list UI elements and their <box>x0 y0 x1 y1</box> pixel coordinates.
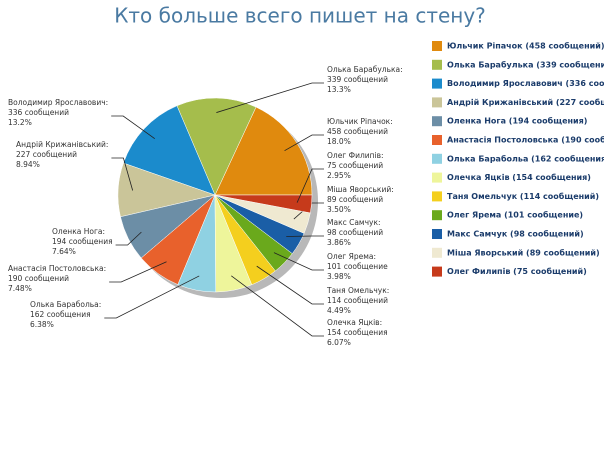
leader-line <box>104 275 200 319</box>
value-label: 458 сообщений <box>327 127 388 136</box>
percent-label: 3.98% <box>327 272 351 281</box>
percent-label: 3.50% <box>327 205 351 214</box>
leader-line <box>296 168 324 203</box>
pie-slice <box>214 194 313 214</box>
leader-line <box>273 252 324 271</box>
label-name: Олька Барабольа: <box>30 300 101 309</box>
legend-swatch <box>432 172 442 183</box>
percent-label: 7.64% <box>52 247 76 256</box>
pie-slice <box>214 106 313 196</box>
leader-line <box>284 134 324 152</box>
value-label: 336 сообщений <box>8 108 69 117</box>
label-name: Макс Самчук: <box>327 218 381 227</box>
label-name: Олька Барабулька: <box>327 65 403 74</box>
legend-swatch <box>432 247 442 258</box>
legend-label: Олечка Яцків (154 сообщения) <box>447 172 591 182</box>
percent-label: 3.86% <box>327 238 351 247</box>
value-label: 162 сообщения <box>30 310 91 319</box>
legend-swatch <box>432 210 442 221</box>
label-name: Олег Филипів: <box>327 151 384 160</box>
legend-swatch <box>432 229 442 239</box>
value-label: 227 сообщений <box>16 150 77 159</box>
percent-label: 6.38% <box>30 320 54 329</box>
leader-line <box>109 261 167 283</box>
label-name: Таня Омельчук: <box>326 286 389 295</box>
value-label: 339 сообщений <box>327 75 388 84</box>
legend-swatch <box>432 135 442 145</box>
legend-swatch <box>432 266 442 277</box>
value-label: 154 сообщения <box>327 328 388 337</box>
legend-label: Анастасія Постоловська (190 сообщений) <box>447 135 604 145</box>
label-name: Олечка Яцків: <box>327 318 382 327</box>
legend-label: Міша Яворський (89 сообщений) <box>447 247 600 257</box>
legend-swatch <box>432 191 442 202</box>
percent-label: 2.95% <box>327 171 351 180</box>
leader-line <box>286 235 324 237</box>
legend-swatch <box>432 116 442 127</box>
leader-line <box>216 82 324 113</box>
value-label: 98 сообщений <box>327 228 383 237</box>
label-name: Анастасія Постоловська: <box>8 264 106 273</box>
leader-line <box>115 231 142 246</box>
legend-label: Андрій Крижанівський (227 сообщений) <box>447 97 604 107</box>
legend-label: Олька Барабольа (162 сообщения) <box>447 153 604 163</box>
value-label: 194 сообщения <box>52 237 113 246</box>
legend-swatch <box>432 78 442 89</box>
legend-label: Олег Филипів (75 сообщений) <box>447 266 587 276</box>
leader-line <box>111 157 134 191</box>
label-name: Володимир Ярославович: <box>8 98 108 107</box>
legend-label: Макс Самчук (98 сообщений) <box>447 229 584 239</box>
percent-label: 6.07% <box>327 338 351 347</box>
legend-label: Оленка Нога (194 сообщения) <box>447 116 587 126</box>
value-label: 190 сообщений <box>8 274 69 283</box>
label-name: Юльчик Ріпачок: <box>327 117 393 126</box>
legend-swatch <box>432 41 442 51</box>
legend-label: Таня Омельчук (114 сообщений) <box>447 191 599 201</box>
leader-line <box>231 275 324 337</box>
value-label: 75 сообщений <box>327 161 383 170</box>
label-name: Олег Ярема: <box>327 252 376 261</box>
legend-swatch <box>432 97 442 108</box>
percent-label: 7.48% <box>8 284 32 293</box>
chart-title: Кто больше всего пишет на стену? <box>114 4 486 28</box>
value-label: 114 сообщений <box>327 296 388 305</box>
legend-label: Олег Ярема (101 сообщение) <box>447 210 583 220</box>
percent-label: 13.2% <box>8 118 32 127</box>
legend-label: Олька Барабулька (339 сообщений) <box>447 59 604 69</box>
percent-label: 4.49% <box>327 306 351 315</box>
leader-line <box>256 265 324 305</box>
legend-swatch <box>432 59 442 70</box>
value-label: 101 сообщение <box>327 262 388 271</box>
legend-label: Володимир Ярославович (336 сообщений) <box>447 78 604 88</box>
legend-label: Юльчик Ріпачок (458 сообщений) <box>447 41 604 51</box>
value-label: 89 сообщений <box>327 195 383 204</box>
leader-line <box>111 115 155 140</box>
label-name: Міша Яворський: <box>327 185 394 194</box>
percent-label: 13.3% <box>327 85 351 94</box>
label-name: Андрій Крижанівський: <box>16 140 108 149</box>
percent-label: 8.94% <box>16 160 40 169</box>
legend-swatch <box>432 153 442 164</box>
label-name: Оленка Нога: <box>52 227 105 236</box>
leader-line <box>293 202 324 220</box>
percent-label: 18.0% <box>327 137 351 146</box>
pie-slice <box>176 97 257 196</box>
